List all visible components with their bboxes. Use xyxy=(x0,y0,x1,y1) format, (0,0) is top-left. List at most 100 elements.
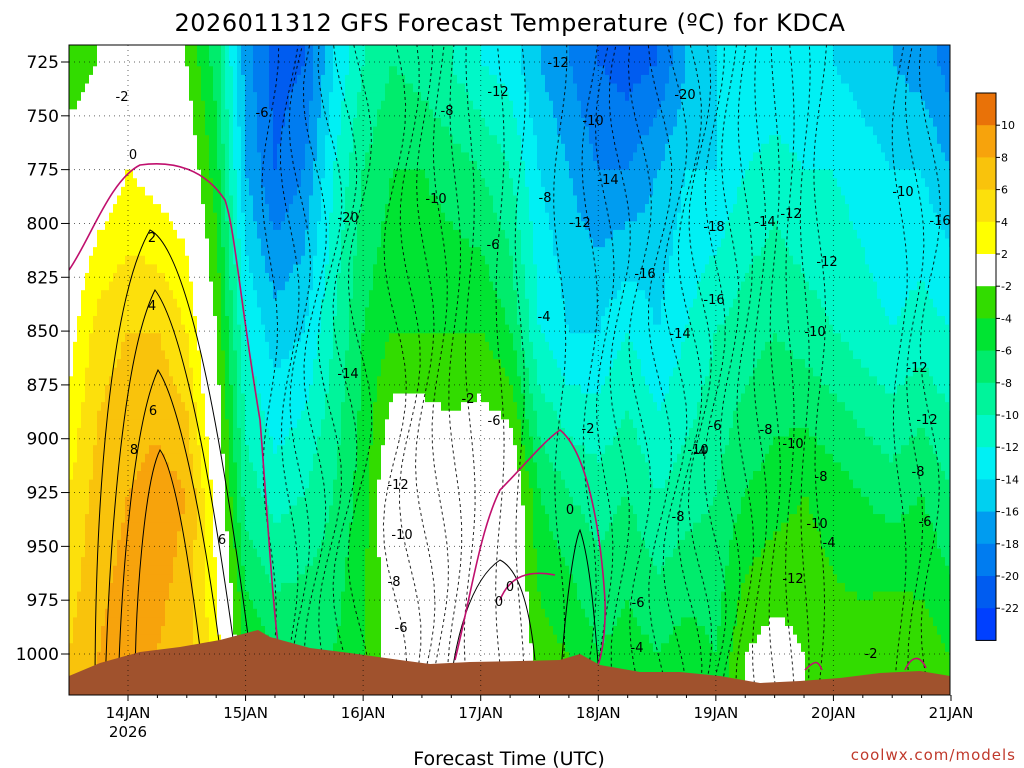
temperature-cell xyxy=(197,617,202,627)
temperature-cell xyxy=(261,626,266,636)
temperature-cell xyxy=(305,582,310,593)
temperature-cell xyxy=(73,694,78,695)
temperature-cell xyxy=(121,333,126,343)
temperature-cell xyxy=(317,117,322,128)
temperature-cell xyxy=(149,367,154,377)
temperature-cell xyxy=(285,290,290,300)
temperature-cell xyxy=(177,557,182,567)
temperature-cell xyxy=(297,471,302,481)
temperature-cell xyxy=(149,350,154,360)
temperature-cell xyxy=(241,324,246,334)
temperature-cell xyxy=(169,591,174,601)
temperature-cell xyxy=(197,152,202,162)
temperature-cell xyxy=(277,410,282,420)
temperature-cell xyxy=(301,178,306,188)
temperature-cell xyxy=(313,694,318,695)
temperature-cell xyxy=(113,324,118,334)
temperature-cell xyxy=(97,600,102,610)
temperature-cell xyxy=(105,264,110,274)
temperature-cell xyxy=(217,367,222,377)
temperature-cell xyxy=(105,557,110,567)
temperature-cell xyxy=(265,143,270,154)
temperature-cell xyxy=(113,66,118,76)
temperature-cell xyxy=(241,522,246,532)
temperature-cell xyxy=(245,186,250,197)
temperature-cell xyxy=(305,272,310,283)
temperature-cell xyxy=(205,591,210,601)
temperature-cell xyxy=(245,436,250,446)
temperature-cell xyxy=(69,445,74,455)
temperature-cell xyxy=(137,169,142,179)
temperature-cell xyxy=(73,221,78,231)
temperature-cell xyxy=(81,178,86,188)
temperature-cell xyxy=(205,126,210,136)
temperature-cell xyxy=(101,626,106,636)
temperature-cell xyxy=(73,333,78,343)
temperature-cell xyxy=(245,471,250,481)
temperature-cell xyxy=(305,393,310,403)
temperature-cell xyxy=(321,272,326,283)
temperature-cell xyxy=(317,505,322,515)
temperature-cell xyxy=(237,143,242,154)
temperature-cell xyxy=(157,255,162,265)
temperature-cell xyxy=(121,45,126,50)
temperature-cell xyxy=(269,66,274,76)
temperature-cell xyxy=(313,204,318,214)
temperature-cell xyxy=(241,316,246,326)
temperature-cell xyxy=(89,126,94,136)
temperature-cell xyxy=(265,617,270,627)
temperature-cell xyxy=(221,204,226,214)
temperature-cell xyxy=(221,264,226,274)
temperature-cell xyxy=(193,600,198,610)
temperature-cell xyxy=(89,229,94,240)
temperature-cell xyxy=(125,376,130,386)
temperature-cell xyxy=(281,255,286,265)
temperature-cell xyxy=(181,126,186,136)
temperature-cell xyxy=(241,126,246,136)
temperature-cell xyxy=(81,169,86,179)
temperature-cell xyxy=(249,92,254,102)
temperature-cell xyxy=(113,290,118,300)
temperature-cell xyxy=(77,376,82,386)
temperature-cell xyxy=(113,255,118,265)
temperature-cell xyxy=(89,643,94,653)
temperature-cell xyxy=(261,582,266,593)
temperature-cell xyxy=(285,135,290,145)
temperature-cell xyxy=(161,109,166,119)
temperature-cell xyxy=(125,255,130,265)
temperature-cell xyxy=(85,574,90,584)
temperature-cell xyxy=(145,531,150,541)
temperature-cell xyxy=(265,626,270,636)
temperature-cell xyxy=(109,143,114,154)
temperature-cell xyxy=(261,117,266,128)
temperature-cell xyxy=(277,161,282,171)
temperature-cell xyxy=(113,316,118,326)
temperature-cell xyxy=(185,608,190,619)
temperature-cell xyxy=(277,462,282,472)
temperature-cell xyxy=(97,316,102,326)
temperature-cell xyxy=(293,195,298,205)
temperature-cell xyxy=(225,57,230,67)
temperature-cell xyxy=(149,221,154,231)
temperature-cell xyxy=(169,410,174,420)
temperature-cell xyxy=(149,514,154,524)
temperature-cell xyxy=(205,92,210,102)
temperature-cell xyxy=(73,212,78,222)
temperature-cell xyxy=(297,557,302,567)
temperature-cell xyxy=(321,74,326,85)
temperature-cell xyxy=(133,608,138,619)
temperature-cell xyxy=(193,74,198,85)
temperature-cell xyxy=(285,514,290,524)
temperature-cell xyxy=(89,393,94,403)
temperature-cell xyxy=(245,290,250,300)
temperature-cell xyxy=(253,178,258,188)
temperature-cell xyxy=(93,384,98,395)
temperature-cell xyxy=(173,143,178,154)
temperature-cell xyxy=(129,505,134,515)
temperature-cell xyxy=(85,410,90,420)
temperature-cell xyxy=(205,505,210,515)
temperature-cell xyxy=(249,135,254,145)
temperature-cell xyxy=(261,143,266,154)
temperature-cell xyxy=(181,49,186,59)
temperature-cell xyxy=(73,161,78,171)
